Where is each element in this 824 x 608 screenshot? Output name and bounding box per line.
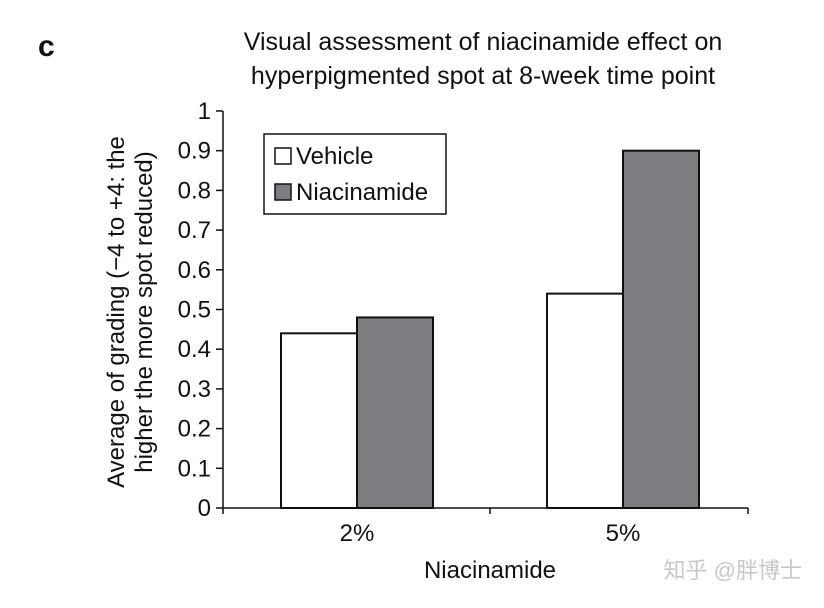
y-axis-label: Average of grading (−4 to +4: the higher…	[103, 136, 158, 488]
chart-title-line-1: Visual assessment of niacinamide effect …	[244, 28, 723, 56]
y-tick-label-0: 0	[198, 495, 211, 522]
bar-niacinamide-1	[622, 149, 700, 509]
legend-box	[263, 133, 447, 215]
y-tick-label-8: 0.8	[178, 177, 211, 204]
watermark: 知乎 @胖博士	[664, 558, 802, 583]
legend: Vehicle Niacinamide	[263, 133, 447, 215]
legend-swatch-niacinamide	[274, 183, 292, 201]
y-tick-label-10: 1	[198, 98, 211, 125]
y-axis-label-line-1: Average of grading (−4 to +4: the	[103, 136, 130, 488]
y-tick-label-9: 0.9	[178, 138, 211, 165]
x-tick-label-0: 2%	[340, 520, 375, 547]
legend-label-vehicle: Vehicle	[296, 143, 373, 170]
y-tick-label-5: 0.5	[178, 297, 211, 324]
panel-label: c	[38, 30, 55, 63]
y-tick-label-4: 0.4	[178, 336, 211, 363]
plot-area: 0 0.1 0.2 0.3 0.4 0.5 0.6 0.7 0.8 0.9 1 2% 5% Vehicle…	[178, 98, 749, 547]
legend-label-niacinamide: Niacinamide	[296, 179, 428, 206]
bar-niacinamide-0	[356, 316, 434, 509]
bar-vehicle-0	[280, 332, 358, 509]
y-tick-label-6: 0.6	[178, 257, 211, 284]
chart-title-line-2: hyperpigmented spot at 8-week time point	[251, 62, 715, 90]
y-tick-label-2: 0.2	[178, 416, 211, 443]
y-tick-label-7: 0.7	[178, 217, 211, 244]
legend-swatch-vehicle	[274, 147, 292, 165]
bar-vehicle-1	[546, 292, 624, 509]
y-tick-label-1: 0.1	[178, 455, 211, 482]
x-tick-label-1: 5%	[606, 520, 641, 547]
y-axis-label-line-2: higher the more spot reduced)	[131, 151, 158, 473]
y-tick-label-3: 0.3	[178, 376, 211, 403]
x-axis-label: Niacinamide	[424, 557, 556, 584]
